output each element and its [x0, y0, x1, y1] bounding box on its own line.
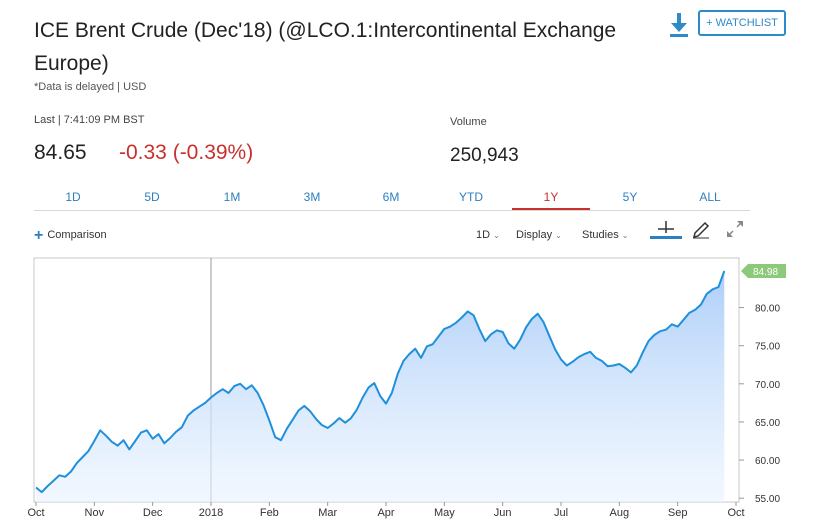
x-tick-label: May: [434, 507, 455, 519]
range-tab-1m[interactable]: 1M: [223, 190, 241, 204]
y-tick-label: 70.00: [755, 380, 780, 391]
x-tick-label: Feb: [260, 507, 279, 519]
y-tick-label: 60.00: [755, 456, 780, 467]
y-tick-label: 80.00: [755, 304, 780, 315]
interval-dropdown[interactable]: 1D ⌄: [476, 229, 500, 241]
download-icon[interactable]: [668, 12, 690, 38]
x-tick-label: Jul: [554, 507, 568, 519]
last-value-flag: [741, 263, 786, 278]
studies-dropdown[interactable]: Studies ⌄: [582, 229, 628, 241]
x-tick-label: Sep: [668, 507, 688, 519]
price-change: -0.33 (-0.39%): [119, 141, 254, 164]
x-tick-label: Oct: [727, 507, 744, 519]
range-tab-5y[interactable]: 5Y: [622, 190, 638, 204]
range-tab-all[interactable]: ALL: [699, 190, 721, 204]
pencil-icon[interactable]: [691, 220, 711, 240]
volume-label: Volume: [450, 116, 487, 128]
y-tick-label: 75.00: [755, 342, 780, 353]
chevron-down-icon: ⌄: [621, 231, 629, 240]
page-title: ICE Brent Crude (Dec'18) (@LCO.1:Interco…: [34, 19, 617, 75]
range-tabs: 1D 5D 1M 3M 6M YTD 1Y 5Y ALL: [34, 186, 750, 211]
plus-icon: +: [34, 227, 44, 244]
x-tick-label: Nov: [85, 507, 105, 519]
y-tick-label: 55.00: [755, 494, 780, 505]
price-line: [35, 270, 726, 494]
range-tab-6m[interactable]: 6M: [382, 190, 400, 204]
watchlist-button[interactable]: + WATCHLIST: [698, 10, 786, 36]
display-label: Display: [516, 229, 553, 241]
expand-icon[interactable]: [725, 219, 745, 239]
price-area-fill: [36, 271, 725, 502]
x-tick-label: Dec: [143, 507, 163, 519]
x-tick-label: Oct: [27, 507, 44, 519]
delayed-note: *Data is delayed | USD: [34, 81, 147, 93]
comparison-label: Comparison: [47, 229, 107, 241]
range-tab-1d[interactable]: 1D: [65, 190, 81, 204]
comparison-button[interactable]: + Comparison: [34, 227, 107, 245]
last-price: 84.65: [34, 141, 87, 164]
volume-value: 250,943: [450, 145, 519, 166]
interval-label: 1D: [476, 229, 491, 241]
price-chart: 55.00 60.00 65.00 70.00 75.00 80.00 Oct Nov Dec…: [27, 257, 786, 519]
last-trade-time: Last | 7:41:09 PM BST: [34, 114, 145, 126]
range-tab-1y[interactable]: 1Y: [512, 186, 590, 210]
range-tab-3m[interactable]: 3M: [303, 190, 321, 204]
x-tick-label: 2018: [199, 507, 223, 519]
y-tick-label: 65.00: [755, 418, 780, 429]
range-tab-ytd[interactable]: YTD: [459, 190, 483, 204]
x-tick-label: Mar: [318, 507, 337, 519]
studies-label: Studies: [582, 229, 619, 241]
x-tick-label: Jun: [494, 507, 512, 519]
display-dropdown[interactable]: Display ⌄: [516, 229, 562, 241]
chevron-down-icon: ⌄: [493, 231, 500, 240]
x-tick-label: Aug: [610, 507, 630, 519]
crosshair-icon[interactable]: [650, 220, 682, 240]
range-tab-5d[interactable]: 5D: [144, 190, 160, 204]
x-tick-label: Apr: [377, 507, 394, 519]
chevron-down-icon: ⌄: [555, 231, 562, 240]
last-value-label: 84.98: [753, 267, 778, 278]
